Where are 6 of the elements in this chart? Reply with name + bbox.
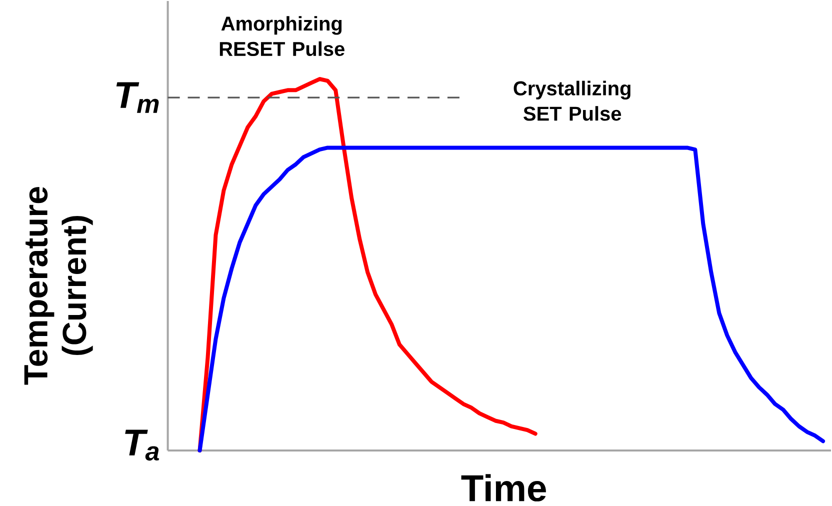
series-label: Amorphizing RESET Pulse [220, 16, 344, 56]
text: T$_{a}$ [125, 430, 160, 460]
y-axis-title: Temperature (Current) [24, 186, 93, 385]
ref-line-label: T$_{m}$ [116, 82, 159, 113]
x-axis-title: Time [461, 474, 546, 502]
series-label: Crystallizing SET Pulse [514, 80, 630, 121]
